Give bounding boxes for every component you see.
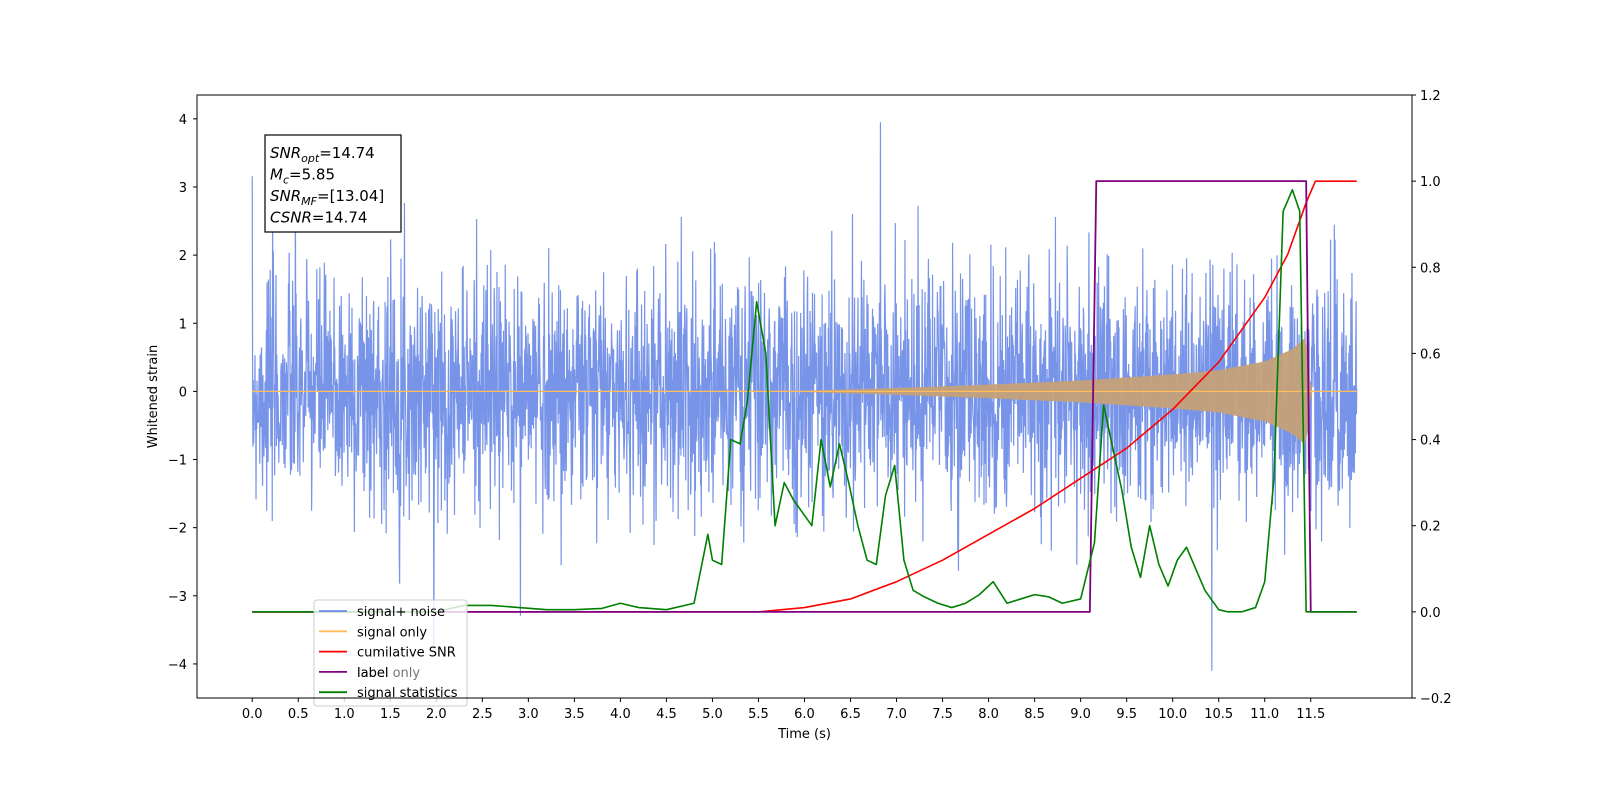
- series-layer: [251, 122, 1358, 671]
- series-signal-noise-line: [251, 122, 1358, 671]
- plot-area: [251, 122, 1358, 671]
- y-left-tick-label: 0: [179, 385, 187, 400]
- legend-entry-label: cumilative SNR: [357, 646, 456, 661]
- annotation-value: =14.74: [312, 209, 368, 227]
- y-right-tick-label: 0.0: [1420, 606, 1441, 621]
- x-tick-label: 6.5: [840, 707, 861, 722]
- annotation-symbol: CSNR: [270, 209, 312, 227]
- x-tick-label: 10.0: [1158, 707, 1187, 722]
- series-signal-statistics-line: [252, 188, 1357, 613]
- legend-entry-label: label: [357, 666, 388, 681]
- x-tick-label: 7.5: [932, 707, 953, 722]
- annotation-line: SNRopt=14.74: [270, 144, 375, 165]
- y-right-tick-label: −0.2: [1420, 692, 1452, 707]
- x-tick-label: 1.0: [334, 707, 355, 722]
- annotation-value: =5.85: [289, 166, 335, 184]
- legend-entry-label: signal statistics: [357, 686, 458, 701]
- x-tick-label: 5.0: [702, 707, 723, 722]
- annotation-line: CSNR=14.74: [270, 209, 367, 227]
- annotation-line: SNRMF=[13.04]: [270, 187, 384, 208]
- legend-entry-label: signal+ noise: [357, 605, 445, 620]
- x-tick-label: 0.5: [288, 707, 309, 722]
- y-left-tick-label: −3: [168, 590, 187, 605]
- x-axis: 0.0 0.5 1.0 1.5 2.0 2.5 3.0 3.5 4.0 4.5 5.0 5.5 6.0 6…: [242, 698, 1325, 722]
- x-tick-label: 4.0: [610, 707, 631, 722]
- annotation-value: =14.74: [319, 144, 375, 162]
- x-tick-label: 9.5: [1116, 707, 1137, 722]
- y-axis-right: −0.2 0.0 0.2 0.4 0.6 0.8 1.0 1.2: [1412, 89, 1452, 707]
- annotation-symbol: SNR: [270, 187, 301, 205]
- annotation-symbol: M: [270, 166, 283, 184]
- y-left-tick-label: −4: [168, 658, 187, 673]
- y-left-tick-label: 4: [179, 113, 187, 128]
- x-axis-title: Time (s): [777, 727, 831, 742]
- legend: label only signal+ noise signal only cumila…: [313, 599, 468, 707]
- y-right-tick-label: 1.2: [1420, 89, 1441, 104]
- annotation-line: Mc=5.85: [270, 166, 335, 187]
- x-tick-label: 8.5: [1024, 707, 1045, 722]
- legend-overlapped-text: label only: [357, 666, 420, 681]
- annotation-value: =[13.04]: [317, 187, 384, 205]
- annotation-symbol: SNR: [270, 144, 301, 162]
- x-tick-label: 2.0: [426, 707, 447, 722]
- x-tick-label: 5.5: [748, 707, 769, 722]
- annotation-subscript: c: [283, 174, 289, 187]
- x-tick-label: 11.5: [1296, 707, 1325, 722]
- x-tick-label: 1.5: [380, 707, 401, 722]
- plot-frame: [196, 94, 1413, 699]
- annotation-subscript: opt: [301, 152, 320, 165]
- x-tick-label: 3.0: [518, 707, 539, 722]
- y-axis-title-left: Whitened strain: [146, 345, 161, 448]
- x-tick-label: 0.0: [242, 707, 263, 722]
- y-right-tick-label: 0.8: [1420, 261, 1441, 276]
- y-left-tick-label: 2: [179, 249, 187, 264]
- y-left-tick-label: −2: [168, 522, 187, 537]
- x-tick-label: 8.0: [978, 707, 999, 722]
- y-right-tick-label: 0.6: [1420, 347, 1441, 362]
- y-left-tick-label: 1: [179, 317, 187, 332]
- x-tick-label: 11.0: [1250, 707, 1279, 722]
- x-tick-label: 3.5: [564, 707, 585, 722]
- y-left-tick-label: −1: [168, 454, 187, 469]
- series-cumulative-snr-line: [252, 180, 1357, 613]
- y-left-tick-label: 3: [179, 181, 187, 196]
- x-tick-label: 7.0: [886, 707, 907, 722]
- legend-entry-label: signal only: [357, 625, 427, 640]
- y-right-tick-label: 0.2: [1420, 520, 1441, 535]
- x-tick-label: 10.5: [1204, 707, 1233, 722]
- stats-annotation-box: SNRopt=14.74Mc=5.85SNRMF=[13.04]CSNR=14.…: [264, 134, 402, 233]
- annotation-subscript: MF: [301, 195, 317, 208]
- y-right-tick-label: 0.4: [1420, 434, 1441, 449]
- annotation-frame: [264, 134, 402, 233]
- legend-frame: [313, 599, 468, 707]
- x-tick-label: 4.5: [656, 707, 677, 722]
- x-tick-label: 6.0: [794, 707, 815, 722]
- x-tick-label: 2.5: [472, 707, 493, 722]
- x-tick-label: 9.0: [1070, 707, 1091, 722]
- y-axis-left: −4 −3 −2 −1 0 1 2 3 4: [168, 113, 197, 673]
- y-right-tick-label: 1.0: [1420, 175, 1441, 190]
